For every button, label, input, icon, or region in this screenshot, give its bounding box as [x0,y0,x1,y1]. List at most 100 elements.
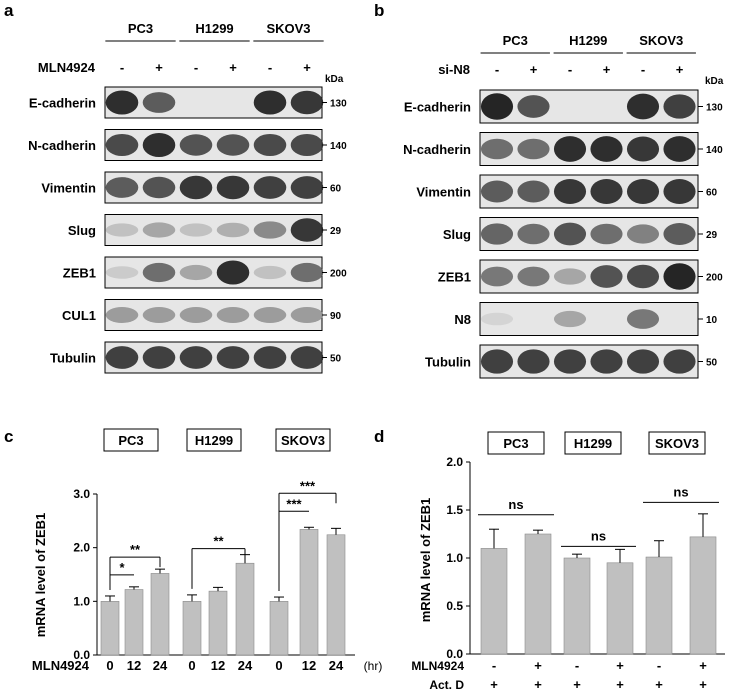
actd-sign: + [573,677,581,692]
treatment-sign: - [268,60,272,75]
protein-band [179,307,213,323]
protein-band [553,222,587,246]
cell-line-label-h1299: H1299 [569,33,607,48]
treatment-sign: + [676,62,684,77]
protein-band [290,218,324,242]
x-tick-label: 12 [127,658,141,673]
treatment-sign: - [194,60,198,75]
protein-band [142,307,176,323]
protein-band [216,222,250,238]
treatment-label: si-N8 [438,62,470,77]
group-label-skov3: SKOV3 [281,433,325,448]
protein-label: ZEB1 [63,266,96,281]
kda-value: 60 [330,184,342,195]
protein-band [517,180,550,203]
actd-row-label: Act. D [429,678,464,692]
x-axis-label: MLN4924 [32,658,90,673]
significance-label: *** [286,496,302,511]
protein-band [517,266,550,287]
kda-value: 60 [706,188,718,199]
protein-band [179,223,213,237]
kda-value: 50 [330,354,342,365]
protein-band [105,223,139,237]
bar [182,601,202,656]
protein-band [179,264,213,281]
protein-band [105,133,139,157]
protein-band [517,223,550,245]
protein-band [590,136,623,162]
treatment-sign: - [641,62,645,77]
bar [269,601,289,656]
protein-band [142,132,176,158]
x-axis-unit: (hr) [364,659,383,673]
protein-band [216,134,250,156]
significance-label: ns [508,497,523,512]
x-tick-label: 24 [329,658,344,673]
y-tick-label: 1.5 [446,503,463,517]
bar [606,562,634,655]
protein-band [253,176,287,199]
protein-band [553,310,587,328]
panel-c-letter: c [4,427,13,446]
protein-band [216,260,250,285]
protein-band [517,138,550,160]
actd-sign: + [490,677,498,692]
protein-band [216,307,250,323]
bar [326,534,346,656]
protein-label: N8 [454,312,471,327]
protein-label: CUL1 [62,308,96,323]
protein-band [663,263,696,290]
y-tick-label: 2.0 [73,541,90,555]
protein-band [626,93,660,120]
protein-band [253,221,287,239]
protein-label: E-cadherin [404,100,471,115]
protein-band [626,224,660,244]
y-tick-label: 1.0 [446,551,463,565]
protein-band [105,177,139,198]
bar [689,536,717,655]
x-tick-label: 12 [302,658,316,673]
protein-band [179,175,213,200]
bar [124,589,144,656]
treatment-sign: - [568,62,572,77]
protein-band [105,90,139,115]
x-tick-label: 0 [275,658,282,673]
protein-band [216,175,250,200]
group-box [186,428,242,452]
protein-band [253,307,287,323]
protein-band [216,346,250,369]
protein-band [663,349,696,374]
y-tick-label: 0.0 [73,648,90,662]
x-tick-label: 0 [188,658,195,673]
y-axis-label: mRNA level of ZEB1 [418,498,433,623]
protein-band [253,133,287,157]
protein-band [142,222,176,238]
cell-line-label-h1299: H1299 [195,21,233,36]
y-tick-label: 0.0 [446,647,463,661]
mln4924-sign: - [492,658,496,673]
kda-value: 29 [330,226,342,237]
protein-band [480,93,514,120]
protein-band [253,265,287,280]
protein-label: ZEB1 [438,270,471,285]
bar [563,557,591,655]
bar [299,529,319,656]
actd-sign: + [534,677,542,692]
treatment-sign: - [120,60,124,75]
group-label-pc3: PC3 [118,433,143,448]
protein-band [290,346,324,369]
bar [235,562,255,656]
kda-value: 10 [706,315,718,326]
protein-band [142,346,176,369]
significance-label: ns [591,528,606,543]
x-tick-label: 24 [238,658,253,673]
protein-label: Slug [68,223,96,238]
protein-band [663,179,696,204]
protein-label: Vimentin [416,185,471,200]
mln4924-row-label: MLN4924 [411,659,464,673]
group-box [648,431,706,455]
treatment-sign: + [603,62,611,77]
protein-band [480,349,514,374]
kda-value: 200 [706,273,723,284]
